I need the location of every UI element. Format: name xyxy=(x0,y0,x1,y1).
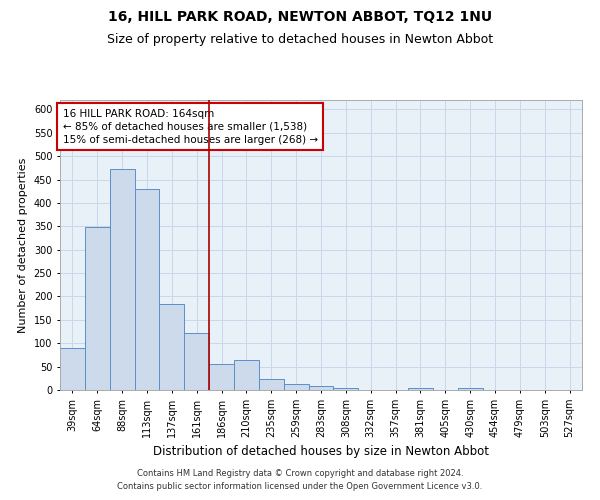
Text: 16 HILL PARK ROAD: 164sqm
← 85% of detached houses are smaller (1,538)
15% of se: 16 HILL PARK ROAD: 164sqm ← 85% of detac… xyxy=(62,108,318,145)
Bar xyxy=(160,304,184,390)
X-axis label: Distribution of detached houses by size in Newton Abbot: Distribution of detached houses by size … xyxy=(153,446,489,458)
Bar xyxy=(458,388,482,390)
Bar xyxy=(334,388,358,390)
Bar xyxy=(85,227,110,390)
Bar xyxy=(209,364,234,390)
Bar xyxy=(60,348,85,390)
Bar xyxy=(234,360,259,390)
Bar xyxy=(308,386,334,390)
Y-axis label: Number of detached properties: Number of detached properties xyxy=(18,158,28,332)
Bar xyxy=(184,333,209,390)
Bar xyxy=(134,189,160,390)
Bar xyxy=(408,388,433,390)
Text: Contains public sector information licensed under the Open Government Licence v3: Contains public sector information licen… xyxy=(118,482,482,491)
Text: Contains HM Land Registry data © Crown copyright and database right 2024.: Contains HM Land Registry data © Crown c… xyxy=(137,468,463,477)
Bar xyxy=(284,384,308,390)
Text: Size of property relative to detached houses in Newton Abbot: Size of property relative to detached ho… xyxy=(107,32,493,46)
Bar xyxy=(259,379,284,390)
Bar xyxy=(110,169,134,390)
Text: 16, HILL PARK ROAD, NEWTON ABBOT, TQ12 1NU: 16, HILL PARK ROAD, NEWTON ABBOT, TQ12 1… xyxy=(108,10,492,24)
